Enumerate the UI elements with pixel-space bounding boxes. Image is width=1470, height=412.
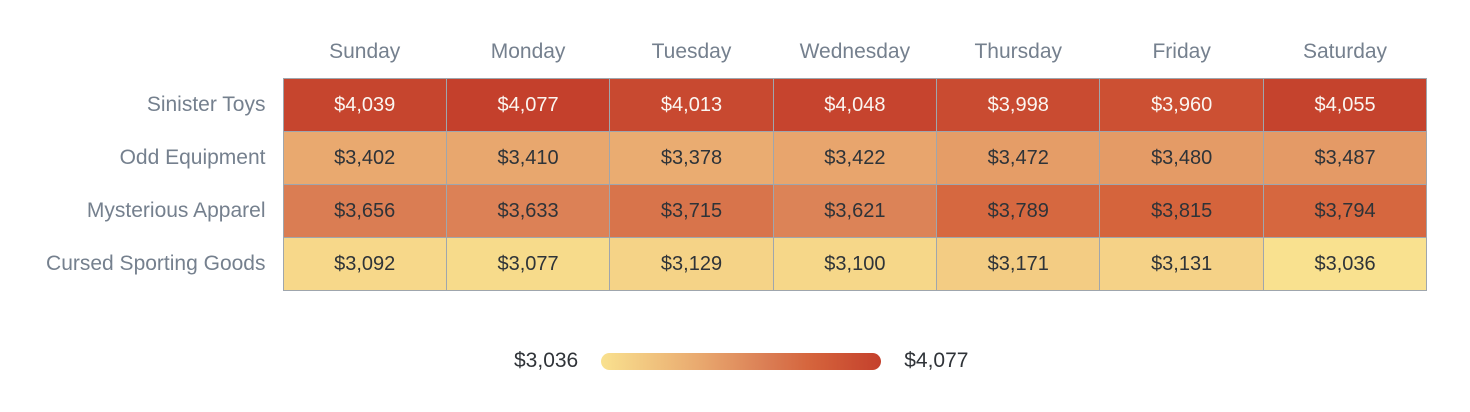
heatmap-cell: $3,715 bbox=[609, 184, 774, 238]
heatmap-chart: Sunday Monday Tuesday Wednesday Thursday Frid… bbox=[0, 26, 1470, 373]
row-label: Cursed Sporting Goods bbox=[46, 252, 266, 275]
heatmap-cell: $3,131 bbox=[1099, 237, 1264, 291]
heatmap-body: Sinister Toys $4,039 $4,077 $4,013 $4,048 $3,… bbox=[0, 78, 1428, 291]
day-header: Saturday bbox=[1303, 40, 1388, 63]
heatmap-cell: $3,129 bbox=[609, 237, 774, 291]
heatmap-cell: $3,378 bbox=[609, 131, 774, 185]
heatmap-cell: $3,100 bbox=[772, 237, 938, 291]
row-label: Sinister Toys bbox=[146, 93, 266, 116]
day-header: Monday bbox=[490, 40, 566, 63]
legend-min-label: $3,036 bbox=[514, 349, 579, 372]
heatmap-cell: $3,472 bbox=[936, 131, 1101, 185]
heatmap-cell: $3,036 bbox=[1262, 237, 1428, 291]
heatmap-cell: $3,077 bbox=[445, 237, 611, 291]
day-header: Sunday bbox=[329, 40, 401, 63]
row-label: Odd Equipment bbox=[119, 146, 266, 169]
heatmap-cell: $3,960 bbox=[1099, 78, 1264, 132]
corner-spacer bbox=[0, 26, 283, 79]
heatmap-header: Sunday Monday Tuesday Wednesday Thursday Frid… bbox=[0, 26, 1427, 79]
heatmap-cell: $3,422 bbox=[772, 131, 938, 185]
heatmap-cell: $4,039 bbox=[282, 78, 447, 132]
day-header-row: Sunday Monday Tuesday Wednesday Thursday Frid… bbox=[0, 26, 1427, 79]
heatmap-cell: $3,171 bbox=[936, 237, 1101, 291]
heatmap-cell: $3,402 bbox=[282, 131, 447, 185]
heatmap-cell: $4,013 bbox=[609, 78, 774, 132]
heatmap-cell: $3,410 bbox=[445, 131, 611, 185]
heatmap-cell: $3,621 bbox=[772, 184, 938, 238]
heatmap-cell: $3,815 bbox=[1099, 184, 1264, 238]
heatmap-cell: $3,092 bbox=[282, 237, 447, 291]
heatmap-row: Mysterious Apparel $3,656 $3,633 $3,715 $3,6… bbox=[0, 184, 1428, 238]
heatmap-cell: $3,633 bbox=[445, 184, 611, 238]
heatmap-row: Sinister Toys $4,039 $4,077 $4,013 $4,048 $3,… bbox=[0, 78, 1428, 132]
legend-max-label: $4,077 bbox=[904, 349, 969, 372]
heatmap-cell: $3,480 bbox=[1099, 131, 1264, 185]
heatmap-cell: $4,048 bbox=[772, 78, 938, 132]
color-legend: $3,036 $4,077 bbox=[514, 349, 1470, 373]
heatmap-table: Sunday Monday Tuesday Wednesday Thursday Frid… bbox=[0, 26, 1428, 291]
heatmap-cell: $4,077 bbox=[445, 78, 611, 132]
heatmap-cell: $3,794 bbox=[1262, 184, 1428, 238]
day-header: Wednesday bbox=[799, 40, 911, 63]
heatmap-cell: $3,998 bbox=[936, 78, 1101, 132]
heatmap-cell: $3,656 bbox=[282, 184, 447, 238]
heatmap-row: Odd Equipment $3,402 $3,410 $3,378 $3,422 $3,… bbox=[0, 131, 1428, 185]
day-header: Tuesday bbox=[651, 40, 732, 63]
heatmap-cell: $4,055 bbox=[1262, 78, 1428, 132]
day-header: Thursday bbox=[974, 40, 1063, 63]
heatmap-cell: $3,789 bbox=[936, 184, 1101, 238]
heatmap-row: Cursed Sporting Goods $3,092 $3,077 $3,129 $… bbox=[0, 237, 1428, 291]
row-label: Mysterious Apparel bbox=[86, 199, 266, 222]
day-header: Friday bbox=[1152, 40, 1211, 63]
heatmap-cell: $3,487 bbox=[1262, 131, 1428, 185]
legend-gradient-bar bbox=[601, 352, 882, 370]
